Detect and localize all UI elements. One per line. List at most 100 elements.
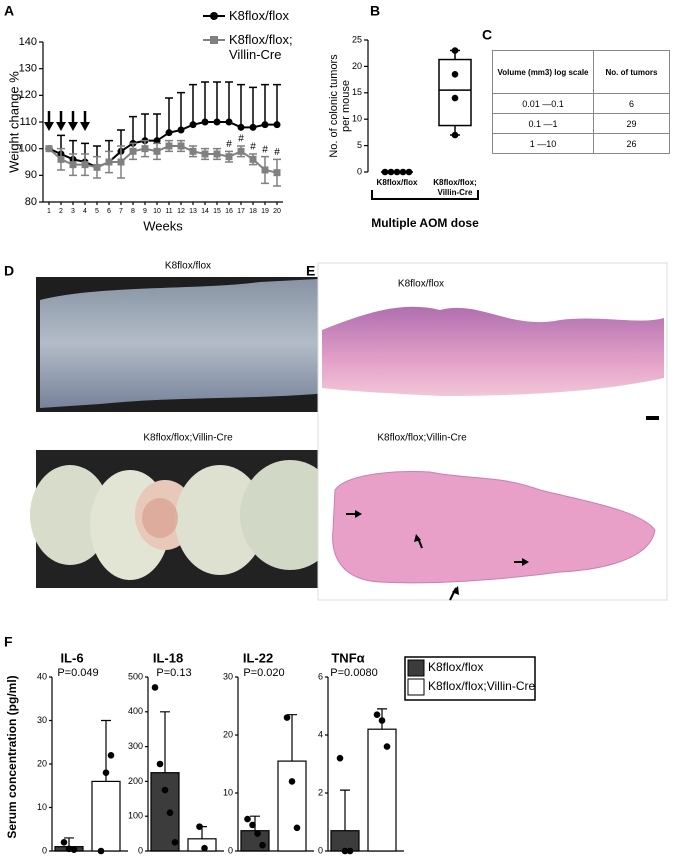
marker [225,118,233,126]
marker [177,126,185,134]
significance-mark: # [262,144,268,155]
y-tick-label: 10 [352,114,362,124]
point [196,823,203,830]
point [346,847,354,855]
marker [93,163,101,171]
group-label: Multiple AOM dose [371,216,479,230]
scale-bar [646,416,659,420]
point [293,824,301,832]
cell: 26 [593,133,670,154]
dose-arrowhead [56,122,66,131]
x-tick-label: 18 [249,208,257,215]
marker [153,137,161,145]
marker [153,147,161,155]
error-bar [153,113,161,141]
bar [277,760,307,852]
marker [201,150,209,158]
legend-box [404,656,536,701]
point [97,847,105,855]
bar [367,728,397,852]
point [201,844,208,852]
point [405,168,413,176]
y-tick-label: 40 [37,671,47,681]
bar [150,772,180,852]
y-tick-label: 10 [37,802,47,812]
error-bar [189,83,197,125]
marker [213,118,221,126]
dose-arrowhead [44,122,54,131]
x-tick-label: K8flox/flox; Villin-Cre [433,178,477,197]
point [249,821,256,829]
point [70,846,78,853]
y-tick-label: 0 [228,845,233,855]
p-value: P=0.13 [156,667,191,679]
marker [105,158,113,166]
bar [187,838,217,852]
panel-label: C [482,27,492,43]
significance-mark: # [226,139,232,150]
panel-label: E [306,263,315,279]
legend-marker [210,12,218,20]
marker [189,147,197,155]
point [451,131,459,139]
x-tick-label: 9 [143,208,147,215]
point [341,847,349,855]
x-tick-label: 7 [119,208,123,215]
error-bar [160,711,170,773]
marker [177,142,185,150]
point [171,839,179,846]
y-tick-label: 110 [19,116,37,128]
point [161,786,169,794]
error-bar [249,86,257,128]
x-tick-label: 5 [95,208,99,215]
x-tick-label: 16 [225,208,233,215]
y-tick-label: 90 [25,169,37,181]
y-axis-label: No. of colonic tumors [328,54,340,158]
x-tick-label: 13 [189,208,197,215]
marker [81,161,89,169]
point [107,752,115,759]
image-label: K8flox/flox [165,261,211,272]
significance-mark: # [274,147,280,158]
p-value: P=0.0080 [330,667,377,679]
p-value: P=0.049 [57,667,98,679]
y-tick-label: 0 [318,845,323,855]
point [336,754,344,762]
chart-title: IL-18 [153,650,183,665]
header-cell: No. of tumors [593,50,670,94]
x-tick-label: 15 [213,208,221,215]
marker [273,121,281,129]
error-bar [213,81,221,122]
y-tick-label: 400 [128,706,143,716]
y-tick-label: 140 [19,36,37,48]
point [65,845,73,853]
marker [249,155,257,163]
x-tick-label: 19 [261,208,269,215]
cell: 0.1 —1 [492,113,594,134]
point [373,711,381,718]
x-tick-label: 4 [83,208,87,215]
x-tick-label: 20 [273,208,281,215]
y-tick-label: 4 [318,729,323,739]
table-row: 0.01 —0.1 6 [492,93,670,114]
marker [165,142,173,150]
dose-arrowhead [68,122,78,131]
panel-label: D [4,263,14,279]
y-tick-label: 500 [128,671,143,681]
point [451,94,459,102]
marker [213,150,221,158]
y-tick-label: 20 [352,61,362,71]
cell: 6 [593,93,670,114]
colon-photo-control [40,278,338,408]
y-tick-label: 30 [37,715,47,725]
marker [237,123,245,131]
image-label: K8flox/flox;Villin-Cre [143,433,233,444]
y-axis-label: per mouse [340,80,352,132]
legend-label: K8flox/flox [229,8,289,23]
histology-tumor [332,471,656,584]
y-tick-label: 20 [223,729,233,739]
y-tick-label: 300 [128,741,143,751]
point [244,815,251,823]
